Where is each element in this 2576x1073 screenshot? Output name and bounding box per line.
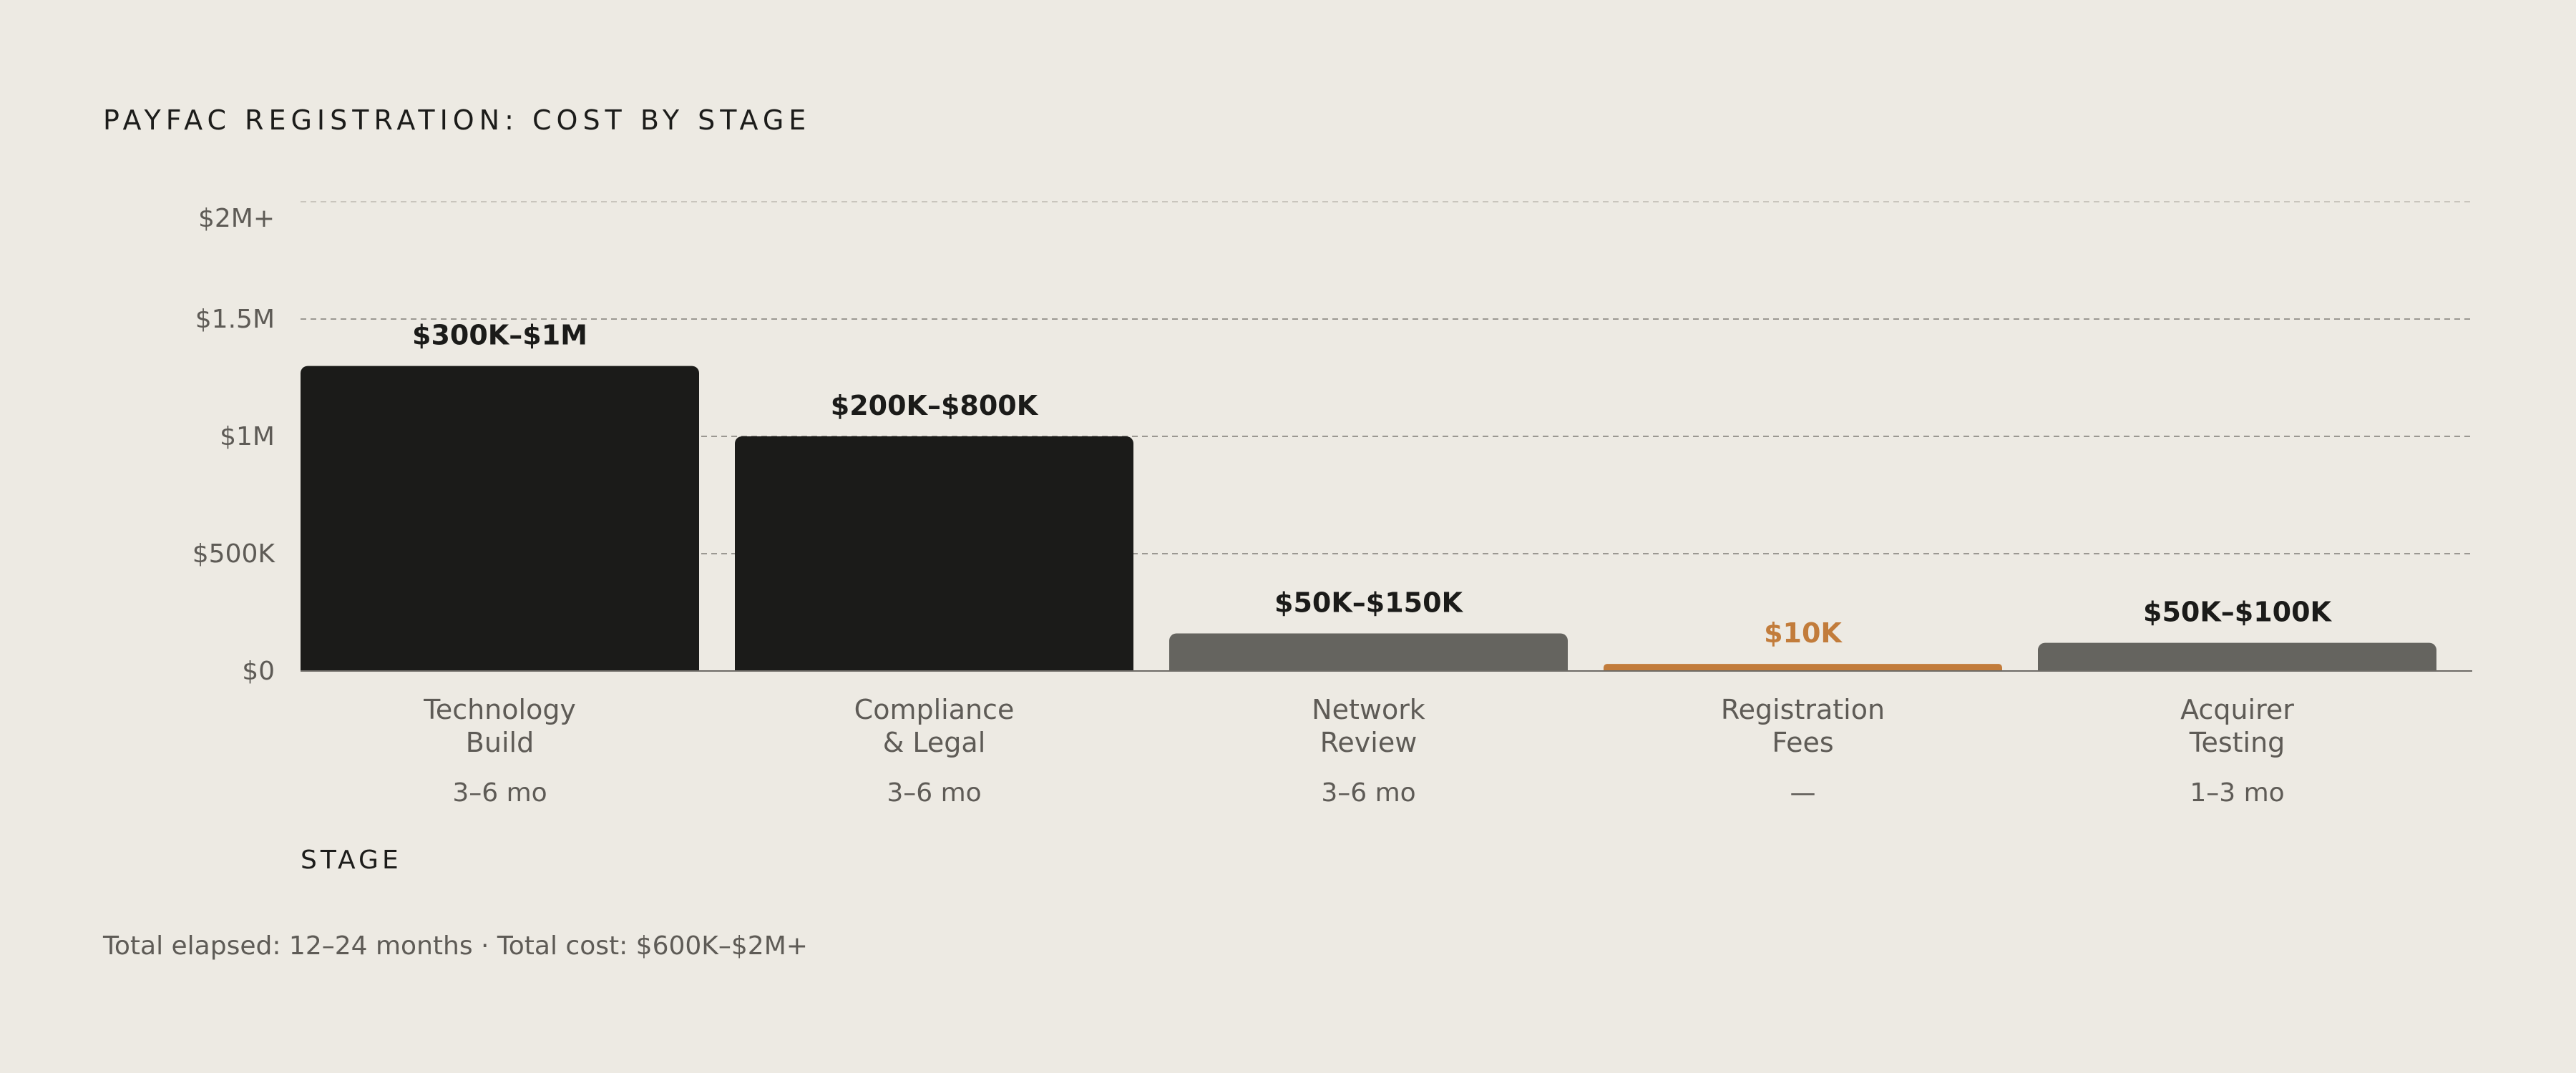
x-tick-label: Compliance <box>854 694 1015 725</box>
y-tick-label: $1.5M <box>195 305 275 334</box>
x-tick-label: & Legal <box>883 727 986 758</box>
y-tick-label: $0 <box>242 657 275 686</box>
y-tick-label: $500K <box>192 539 276 569</box>
chart-title: PAYFAC REGISTRATION: COST BY STAGE <box>103 104 811 136</box>
bar <box>735 436 1133 678</box>
y-axis-ticks: $0 $500K $1M $1.5M $2M+ <box>192 204 276 686</box>
bar <box>2038 642 2436 678</box>
x-tick-label: Testing <box>2189 727 2285 758</box>
x-tick-label: Review <box>1320 727 1418 758</box>
duration-label: — <box>1790 778 1816 808</box>
x-tick-label: Registration <box>1721 694 1885 725</box>
bar <box>301 366 699 678</box>
y-tick-label: $2M+ <box>198 204 275 233</box>
baseline-mask <box>299 671 2474 681</box>
duration-label: 3–6 mo <box>452 778 547 808</box>
data-label: $10K <box>1764 617 1843 649</box>
data-label: $200K–$800K <box>831 390 1039 421</box>
duration-label: 3–6 mo <box>887 778 981 808</box>
data-label: $300K–$1M <box>412 320 587 351</box>
footer-summary: Total elapsed: 12–24 months · Total cost… <box>103 931 808 961</box>
x-axis-label: STAGE <box>301 846 402 875</box>
x-tick-label: Technology <box>423 694 576 725</box>
x-tick-label: Acquirer <box>2180 694 2294 725</box>
bar <box>1169 633 1568 678</box>
data-label: $50K–$100K <box>2143 597 2333 628</box>
x-tick-label: Build <box>466 727 534 758</box>
duration-label: 3–6 mo <box>1321 778 1415 808</box>
x-tick-label: Network <box>1312 694 1425 725</box>
duration-label: 1–3 mo <box>2190 778 2284 808</box>
bars <box>299 366 2474 681</box>
x-tick-label: Fees <box>1772 727 1833 758</box>
data-labels: $300K–$1M $200K–$800K $50K–$150K $10K $50K–$… <box>412 320 2332 650</box>
data-label: $50K–$150K <box>1274 587 1464 619</box>
y-tick-label: $1M <box>220 422 275 451</box>
